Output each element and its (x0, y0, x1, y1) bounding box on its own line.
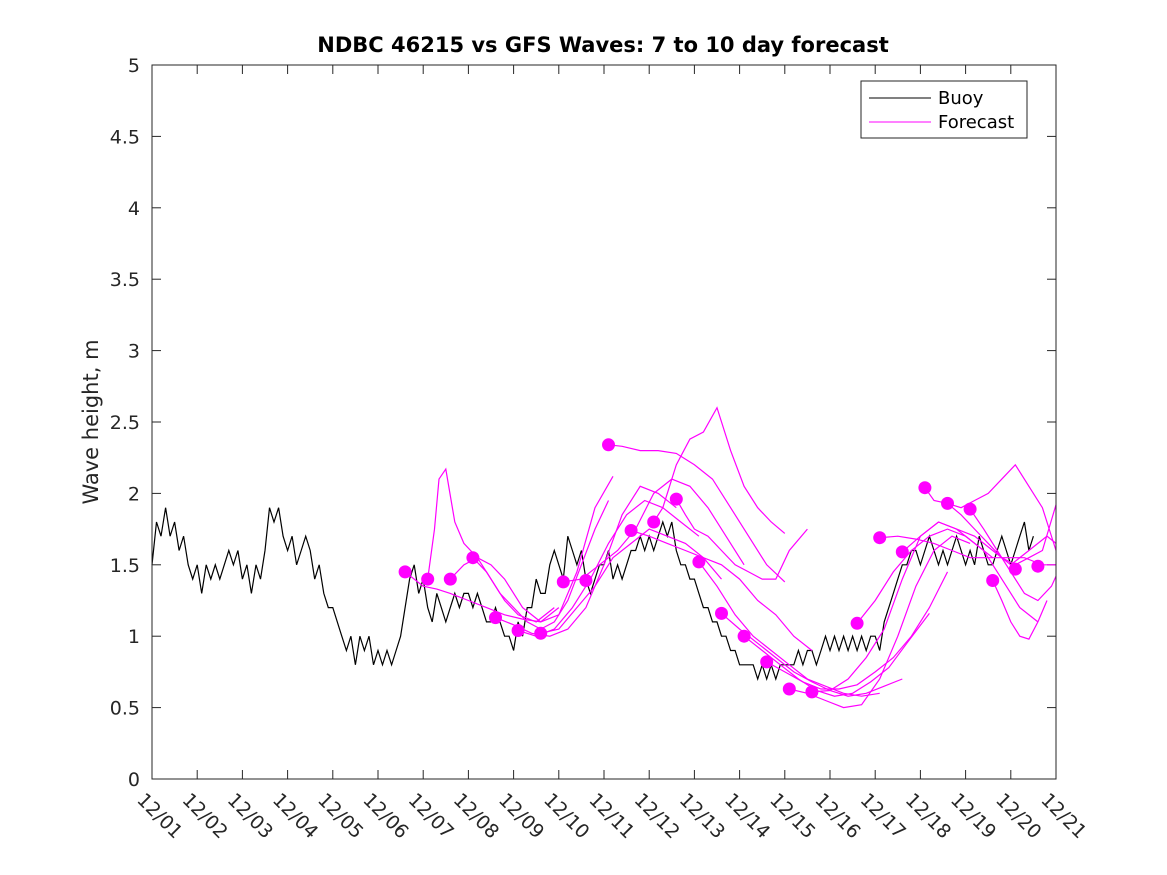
forecast-marker (579, 574, 593, 587)
forecast-marker (873, 531, 887, 545)
forecast-line (901, 521, 1057, 566)
legend-box (860, 80, 1028, 139)
axes-box (151, 64, 1057, 780)
forecast-marker (489, 611, 502, 625)
forecast-marker (556, 575, 570, 589)
forecast-marker (466, 551, 480, 565)
legend-forecast-label: Forecast (938, 112, 1014, 133)
y-tick-label: 2.5 (110, 412, 140, 434)
forecast-marker (624, 524, 638, 537)
forecast-marker (805, 685, 819, 699)
buoy-series (151, 507, 1034, 681)
chart-title: NDBC 46215 vs GFS Waves: 7 to 10 day for… (317, 33, 888, 57)
forecast-line (743, 613, 930, 697)
y-tick-label: 2 (128, 483, 140, 505)
forecast-series (404, 406, 1057, 709)
y-axis-label: Wave height, m (79, 339, 103, 504)
forecast-marker (850, 616, 864, 630)
forecast-marker (941, 496, 954, 510)
forecast-markers (398, 438, 1045, 699)
forecast-marker (737, 629, 751, 643)
y-tick-label: 1 (128, 626, 140, 648)
forecast-marker (1008, 562, 1022, 576)
y-tick-label: 5 (128, 55, 140, 77)
forecast-marker (895, 545, 909, 559)
forecast-line (969, 508, 1057, 602)
legend: Buoy Forecast (860, 80, 1028, 139)
forecast-marker (918, 481, 932, 495)
forecast-line (540, 528, 722, 634)
forecast-marker (647, 515, 661, 529)
forecast-line (766, 571, 949, 690)
forecast-marker (760, 655, 774, 669)
forecast-line (721, 612, 903, 697)
y-tick-label: 0 (128, 769, 140, 791)
buoy-line (151, 507, 1034, 681)
forecast-marker (421, 572, 435, 586)
y-tick-label: 3.5 (110, 269, 140, 291)
forecast-line (404, 571, 560, 623)
forecast-marker (782, 682, 796, 696)
forecast-line (811, 521, 994, 693)
forecast-marker (715, 606, 728, 620)
y-tick-label: 4.5 (110, 126, 140, 148)
forecast-marker (602, 438, 615, 452)
y-tick-label: 3 (128, 341, 140, 363)
forecast-marker (398, 565, 412, 579)
y-tick-label: 4 (128, 198, 140, 220)
forecast-line (630, 529, 813, 651)
forecast-marker (986, 574, 1000, 587)
forecast-marker (443, 572, 457, 586)
forecast-marker (511, 624, 525, 637)
forecast-line (653, 406, 786, 534)
forecast-marker (669, 492, 683, 506)
y-tick-label: 0.5 (110, 698, 140, 720)
forecast-line (608, 444, 786, 583)
forecast-line (879, 535, 1056, 566)
forecast-marker (534, 626, 548, 640)
y-tick-label: 1.5 (110, 555, 140, 577)
forecast-marker (1031, 559, 1045, 573)
forecast-marker (963, 502, 977, 516)
forecast-line (675, 498, 808, 580)
forecast-line (992, 580, 1048, 640)
legend-buoy-label: Buoy (938, 88, 984, 109)
forecast-line (856, 528, 1039, 624)
forecast-marker (692, 555, 706, 569)
forecast-line (495, 485, 677, 637)
forecast-line (563, 478, 745, 583)
